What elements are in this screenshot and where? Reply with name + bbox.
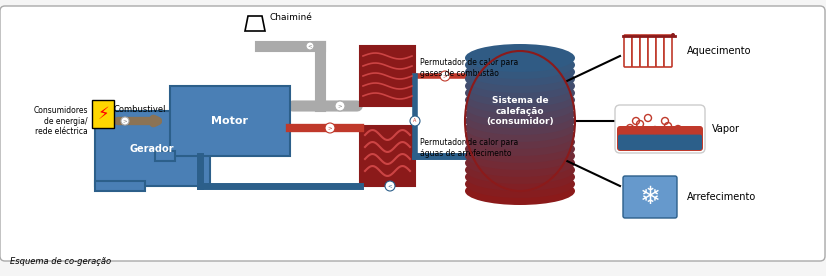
Ellipse shape <box>465 156 575 184</box>
Ellipse shape <box>465 135 575 163</box>
FancyArrowPatch shape <box>118 119 158 123</box>
FancyBboxPatch shape <box>640 35 648 67</box>
Ellipse shape <box>465 177 575 205</box>
Ellipse shape <box>465 86 575 114</box>
Ellipse shape <box>465 72 575 100</box>
Text: Gerador: Gerador <box>130 144 174 154</box>
Text: Consumidores
de energia/
rede eléctrica: Consumidores de energia/ rede eléctrica <box>34 106 88 136</box>
Circle shape <box>306 42 314 50</box>
Text: >: > <box>338 104 342 108</box>
Text: Sistema de
calefação
(consumidor): Sistema de calefação (consumidor) <box>487 96 553 126</box>
Text: Combustivel: Combustivel <box>114 105 166 114</box>
FancyBboxPatch shape <box>617 126 703 151</box>
Text: A: A <box>413 118 416 123</box>
FancyBboxPatch shape <box>624 35 632 67</box>
FancyBboxPatch shape <box>615 105 705 153</box>
FancyBboxPatch shape <box>155 151 175 161</box>
Ellipse shape <box>465 121 575 149</box>
Ellipse shape <box>465 149 575 177</box>
FancyBboxPatch shape <box>95 111 210 186</box>
Text: >: > <box>123 118 127 123</box>
Ellipse shape <box>465 170 575 198</box>
Text: Esquema de co-geração: Esquema de co-geração <box>10 257 112 266</box>
Text: Vapor: Vapor <box>712 124 740 134</box>
Ellipse shape <box>465 44 575 72</box>
Ellipse shape <box>465 93 575 121</box>
FancyBboxPatch shape <box>648 35 656 67</box>
Circle shape <box>121 117 129 125</box>
FancyBboxPatch shape <box>664 35 672 67</box>
Text: Permutador de calor para
gases de combustão: Permutador de calor para gases de combus… <box>420 58 518 78</box>
Ellipse shape <box>465 58 575 86</box>
FancyBboxPatch shape <box>656 35 664 67</box>
Ellipse shape <box>465 114 575 142</box>
FancyBboxPatch shape <box>618 135 702 150</box>
Text: <: < <box>387 184 392 189</box>
Text: Permutador de calor para
águas de arrefecimento: Permutador de calor para águas de arrefe… <box>420 138 518 158</box>
Text: ❄: ❄ <box>639 185 661 209</box>
Ellipse shape <box>465 163 575 191</box>
Text: ⚡: ⚡ <box>97 105 109 123</box>
Polygon shape <box>245 16 265 31</box>
Ellipse shape <box>465 79 575 107</box>
Circle shape <box>671 33 675 37</box>
Text: <: < <box>308 44 312 49</box>
Text: >: > <box>328 126 332 131</box>
FancyBboxPatch shape <box>360 46 415 106</box>
Text: Aquecimento: Aquecimento <box>687 46 752 56</box>
FancyBboxPatch shape <box>623 176 677 218</box>
FancyBboxPatch shape <box>170 86 290 156</box>
FancyBboxPatch shape <box>360 126 415 186</box>
Ellipse shape <box>465 51 575 79</box>
Circle shape <box>385 181 395 191</box>
Ellipse shape <box>465 142 575 170</box>
FancyBboxPatch shape <box>632 35 640 67</box>
Text: Arrefecimento: Arrefecimento <box>687 192 757 202</box>
Text: >: > <box>443 73 448 78</box>
FancyBboxPatch shape <box>92 100 114 128</box>
Circle shape <box>335 101 345 111</box>
Circle shape <box>410 116 420 126</box>
FancyBboxPatch shape <box>95 181 145 191</box>
Text: Motor: Motor <box>211 116 249 126</box>
Ellipse shape <box>465 107 575 135</box>
FancyBboxPatch shape <box>0 6 825 261</box>
Ellipse shape <box>465 100 575 128</box>
Text: Chaiminé: Chaiminé <box>270 14 313 23</box>
Ellipse shape <box>465 65 575 93</box>
Circle shape <box>440 71 450 81</box>
Circle shape <box>325 123 335 133</box>
Ellipse shape <box>465 128 575 156</box>
